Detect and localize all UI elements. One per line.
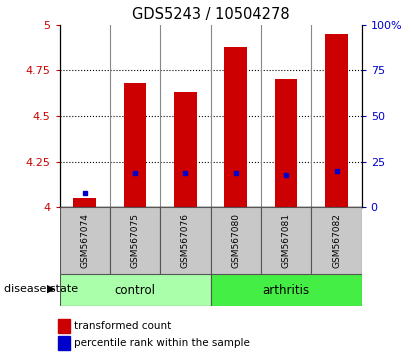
Text: percentile rank within the sample: percentile rank within the sample (74, 338, 250, 348)
Bar (60, 274, 211, 306)
Bar (312, 207, 362, 274)
Bar (210, 207, 261, 274)
Bar (224, 47, 247, 207)
Bar (210, 274, 362, 306)
Title: GDS5243 / 10504278: GDS5243 / 10504278 (132, 7, 289, 22)
Text: GSM567081: GSM567081 (282, 213, 291, 268)
Text: transformed count: transformed count (74, 321, 171, 331)
Text: control: control (115, 284, 156, 297)
Text: GSM567075: GSM567075 (131, 213, 140, 268)
Text: GSM567076: GSM567076 (181, 213, 190, 268)
Bar (261, 207, 312, 274)
Text: arthritis: arthritis (263, 284, 310, 297)
Bar (110, 207, 160, 274)
Text: GSM567082: GSM567082 (332, 213, 341, 268)
Text: ▶: ▶ (47, 284, 55, 293)
Text: GSM567080: GSM567080 (231, 213, 240, 268)
Bar (275, 79, 298, 207)
Bar (174, 92, 197, 207)
Bar (60, 207, 110, 274)
Bar (325, 34, 348, 207)
Bar (160, 207, 210, 274)
Text: GSM567074: GSM567074 (80, 213, 89, 268)
Bar (124, 83, 146, 207)
Bar (74, 198, 96, 207)
Text: disease state: disease state (4, 284, 78, 293)
